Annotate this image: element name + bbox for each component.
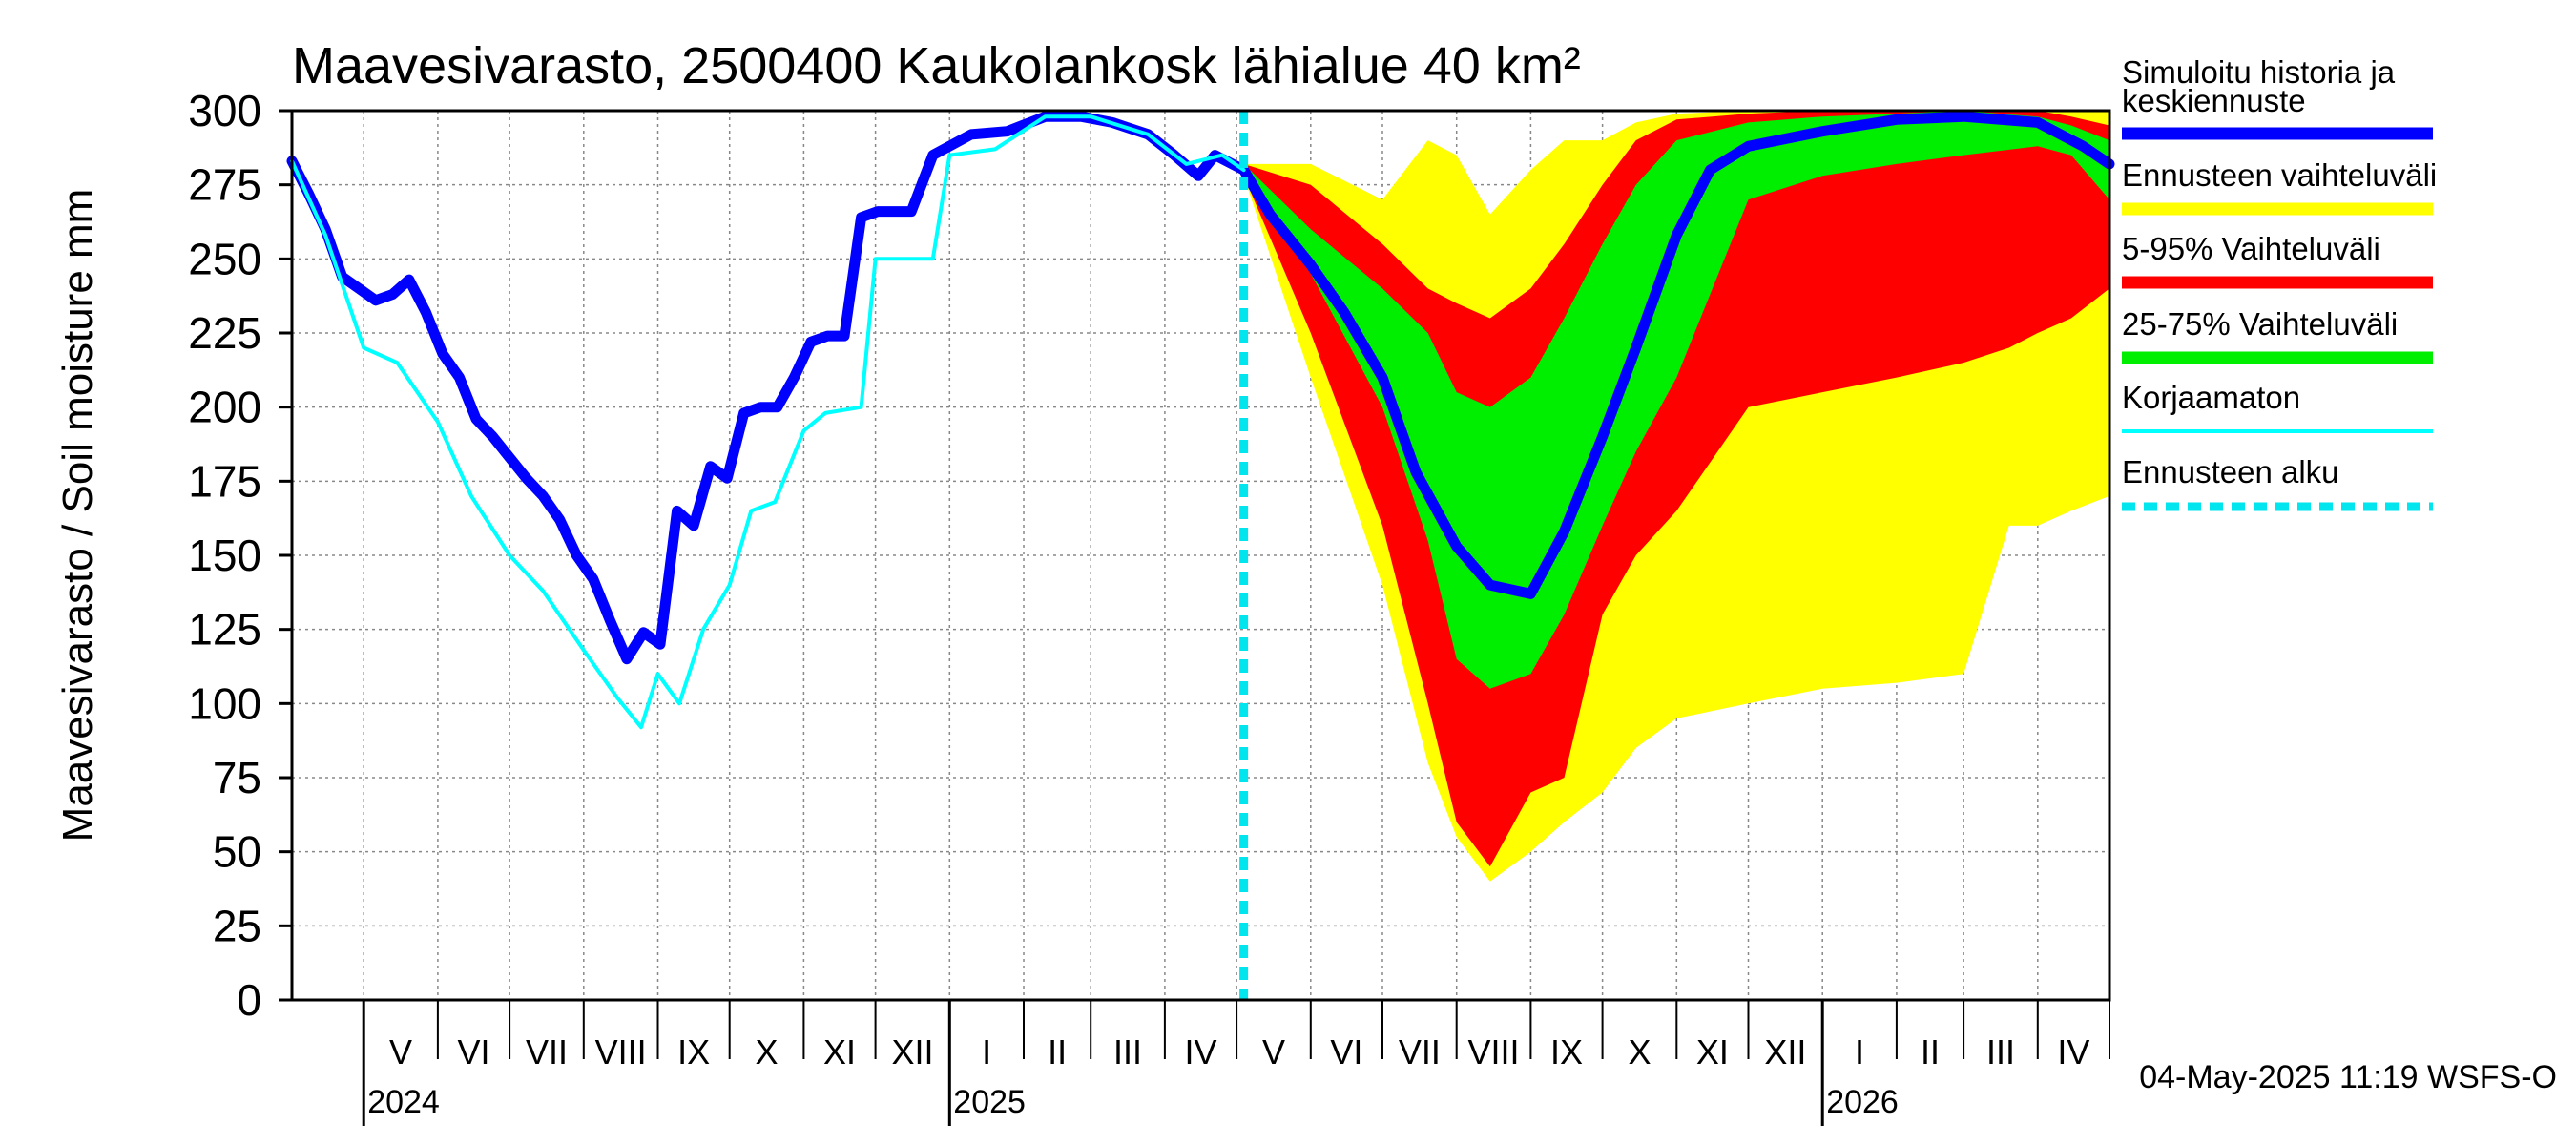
month-label: XII (891, 1032, 933, 1072)
month-label: XII (1764, 1032, 1806, 1072)
month-label: I (982, 1032, 991, 1072)
y-tick-label: 150 (188, 531, 261, 580)
legend-label: Korjaamaton (2122, 380, 2300, 415)
legend-label: Ennusteen alku (2122, 454, 2339, 489)
band-5-95-vaihteluv-li (1243, 111, 2109, 867)
month-label: V (1262, 1032, 1285, 1072)
month-label: IV (2057, 1032, 2089, 1072)
legend-label: keskiennuste (2122, 83, 2306, 118)
month-label: V (389, 1032, 412, 1072)
y-tick-label: 100 (188, 678, 261, 728)
y-tick-label: 175 (188, 456, 261, 506)
month-label: IX (677, 1032, 710, 1072)
month-label: VI (1330, 1032, 1362, 1072)
timestamp-footer: 04-May-2025 11:19 WSFS-O (2139, 1059, 2557, 1095)
y-tick-label: 300 (188, 86, 261, 135)
y-tick-label: 75 (213, 753, 261, 802)
month-label: II (1921, 1032, 1940, 1072)
legend-label: 25-75% Vaihteluväli (2122, 306, 2398, 342)
month-label: VII (1399, 1032, 1441, 1072)
month-label: IV (1184, 1032, 1216, 1072)
y-tick-label: 50 (213, 827, 261, 877)
month-label: X (756, 1032, 779, 1072)
y-axis-label: Maavesivarasto / Soil moisture mm (54, 189, 101, 843)
month-label: I (1855, 1032, 1864, 1072)
legend-label: 5-95% Vaihteluväli (2122, 231, 2380, 266)
month-label: VII (526, 1032, 568, 1072)
y-tick-label: 225 (188, 308, 261, 358)
y-tick-label: 275 (188, 160, 261, 210)
series-line-korjaamaton (290, 114, 1246, 730)
month-label: VIII (1468, 1032, 1520, 1072)
legend-label: Simuloitu historia ja (2122, 54, 2396, 90)
year-label: 2025 (953, 1084, 1026, 1120)
y-tick-label: 125 (188, 605, 261, 655)
month-label: XI (823, 1032, 856, 1072)
y-tick-label: 25 (213, 901, 261, 950)
y-tick-label: 200 (188, 383, 261, 432)
month-label: X (1628, 1032, 1651, 1072)
month-label: VIII (595, 1032, 647, 1072)
month-label: IX (1550, 1032, 1583, 1072)
y-tick-label: 0 (237, 975, 261, 1025)
month-label: III (1113, 1032, 1142, 1072)
y-tick-label: 250 (188, 234, 261, 283)
month-label: VI (457, 1032, 489, 1072)
month-label: II (1048, 1032, 1067, 1072)
series-line-simuloitu-historia-ja-keskiennuste (286, 111, 2115, 665)
year-label: 2024 (367, 1084, 440, 1120)
legend-label: Ennusteen vaihteluväli (2122, 157, 2437, 193)
chart-title: Maavesivarasto, 2500400 Kaukolankosk läh… (292, 37, 1581, 94)
year-label: 2026 (1826, 1084, 1899, 1120)
month-label: III (1986, 1032, 2015, 1072)
month-label: XI (1696, 1032, 1729, 1072)
